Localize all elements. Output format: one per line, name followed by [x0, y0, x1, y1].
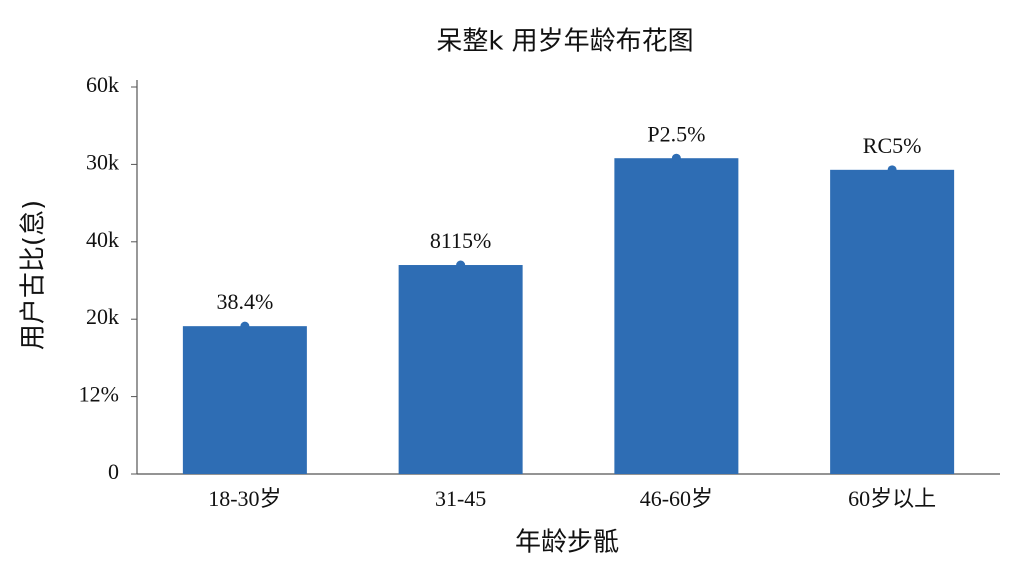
x-tick-label: 31-45 [435, 486, 486, 511]
value-label: 38.4% [216, 289, 273, 314]
bar-dot [240, 321, 250, 331]
bar [614, 158, 739, 474]
y-tick-label: 30k [86, 149, 119, 174]
x-tick-label: 60岁以上 [848, 486, 936, 511]
y-tick-label: 60k [86, 72, 119, 97]
x-tick-label: 46-60岁 [640, 486, 713, 511]
y-tick-label: 0 [108, 459, 119, 484]
x-axis-label: 年龄步骶 [515, 528, 619, 558]
bar-dot [456, 260, 466, 270]
chart-title: 呆整k 用岁年龄布花图 [436, 27, 693, 57]
y-axis-label: 用户古比(怠) [19, 200, 49, 350]
bar [398, 265, 523, 474]
y-tick-label: 40k [86, 227, 119, 252]
y-tick-label: 12% [79, 382, 119, 407]
bar-dot [887, 165, 897, 175]
y-tick-label: 20k [86, 304, 119, 329]
bar-dot [671, 153, 681, 163]
value-label: RC5% [863, 133, 922, 158]
value-label: P2.5% [647, 121, 705, 146]
value-label: 8115% [430, 228, 492, 253]
bar [182, 326, 307, 474]
x-tick-label: 18-30岁 [208, 486, 281, 511]
bar [830, 169, 955, 474]
